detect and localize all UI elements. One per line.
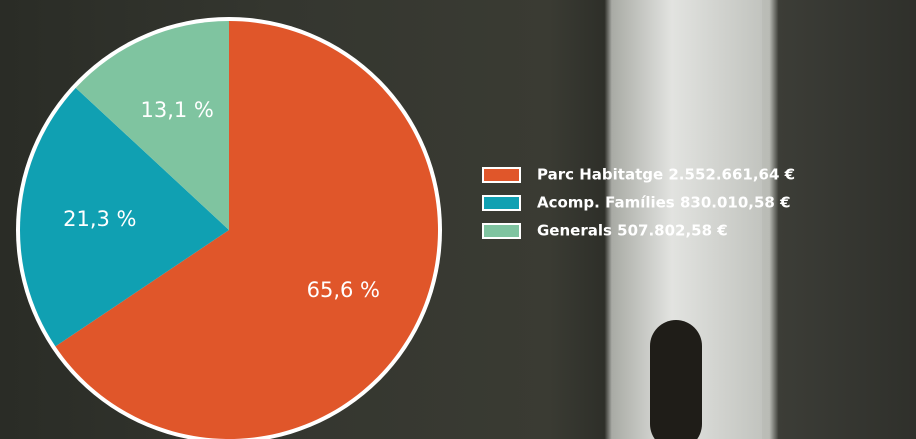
slice-label: 21,3 % [63, 207, 136, 231]
legend-swatch [482, 195, 521, 211]
legend-label: Parc Habitatge 2.552.661,64 € [537, 166, 795, 184]
legend-swatch [482, 223, 521, 239]
slice-label: 13,1 % [140, 98, 213, 122]
background-slot [650, 320, 702, 439]
legend-label: Generals 507.802,58 € [537, 222, 728, 240]
legend-label: Acomp. Famílies 830.010,58 € [537, 194, 791, 212]
pie-slice [75, 20, 229, 230]
pie-slice [55, 21, 438, 439]
legend-swatch [482, 167, 521, 183]
pie-slice [20, 87, 230, 347]
slice-label: 65,6 % [307, 278, 380, 302]
